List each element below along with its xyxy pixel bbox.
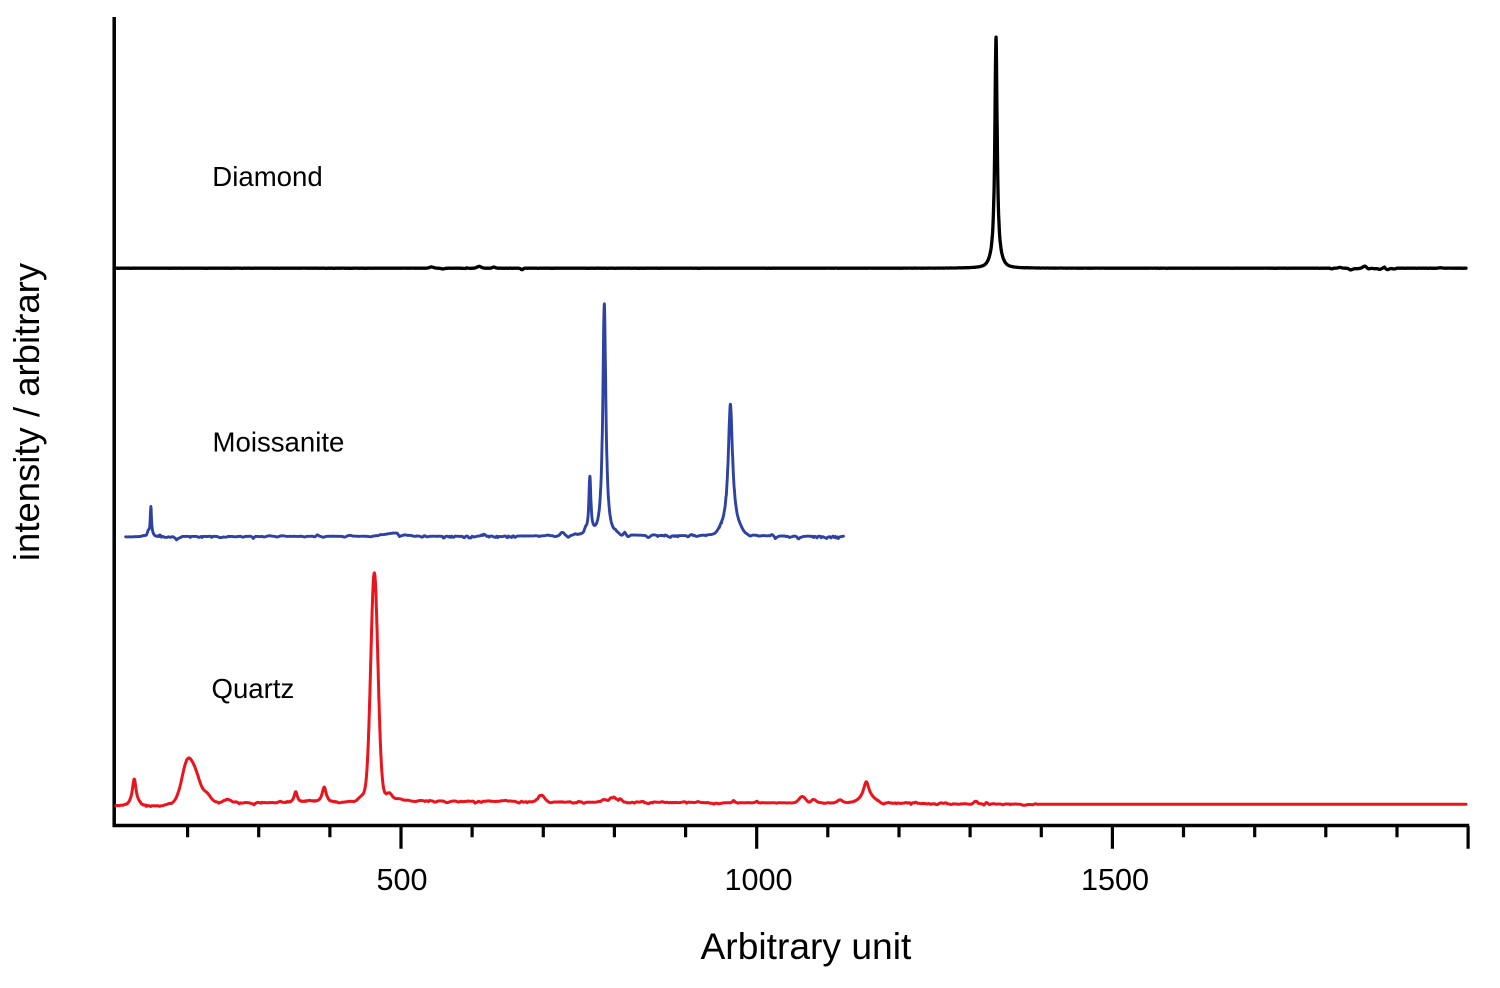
svg-text:Diamond: Diamond [212, 161, 322, 192]
svg-text:intensity / arbitrary: intensity / arbitrary [6, 262, 47, 561]
svg-text:Moissanite: Moissanite [213, 426, 345, 457]
svg-text:1000: 1000 [724, 863, 792, 897]
svg-text:Arbitrary unit: Arbitrary unit [701, 925, 912, 967]
svg-text:1500: 1500 [1081, 863, 1149, 897]
svg-text:Quartz: Quartz [212, 673, 295, 704]
svg-text:500: 500 [376, 863, 427, 897]
